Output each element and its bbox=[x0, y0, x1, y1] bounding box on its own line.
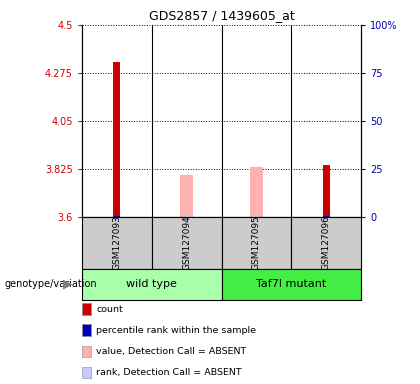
Bar bbox=[291, 217, 361, 269]
Bar bbox=[82, 217, 152, 269]
Text: count: count bbox=[96, 305, 123, 314]
Text: genotype/variation: genotype/variation bbox=[4, 279, 97, 289]
Bar bbox=[183, 216, 190, 217]
Text: percentile rank within the sample: percentile rank within the sample bbox=[96, 326, 256, 335]
Bar bbox=[250, 167, 263, 217]
Bar bbox=[323, 165, 330, 217]
Bar bbox=[323, 216, 330, 217]
Bar bbox=[113, 62, 120, 217]
Bar bbox=[253, 216, 260, 217]
Text: GSM127096: GSM127096 bbox=[322, 215, 331, 270]
Bar bbox=[82, 269, 222, 300]
Bar bbox=[222, 269, 361, 300]
Text: ▶: ▶ bbox=[63, 278, 73, 291]
Bar bbox=[180, 175, 193, 217]
Bar bbox=[113, 216, 120, 217]
Text: rank, Detection Call = ABSENT: rank, Detection Call = ABSENT bbox=[96, 368, 242, 377]
Text: Taf7l mutant: Taf7l mutant bbox=[256, 279, 326, 289]
Text: GSM127093: GSM127093 bbox=[112, 215, 121, 270]
Text: GSM127094: GSM127094 bbox=[182, 215, 191, 270]
Text: value, Detection Call = ABSENT: value, Detection Call = ABSENT bbox=[96, 347, 247, 356]
Text: wild type: wild type bbox=[126, 279, 177, 289]
Bar bbox=[222, 217, 291, 269]
Text: GSM127095: GSM127095 bbox=[252, 215, 261, 270]
Title: GDS2857 / 1439605_at: GDS2857 / 1439605_at bbox=[149, 9, 294, 22]
Bar bbox=[152, 217, 222, 269]
